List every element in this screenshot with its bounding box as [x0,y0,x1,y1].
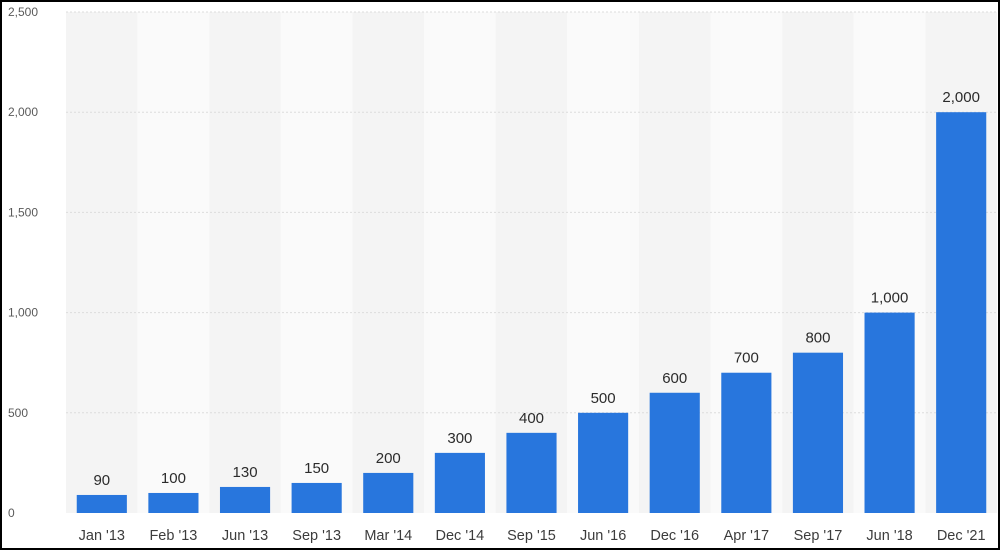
bar [721,372,772,513]
column-band [352,12,425,513]
column-band [495,12,568,513]
plot-background-bands [66,12,997,513]
data-label: 500 [591,390,616,407]
bar [291,482,342,513]
x-tick-label: Apr '17 [724,528,770,544]
bar [578,412,629,513]
data-label: 200 [376,450,401,467]
y-tick-label: 0 [8,506,15,520]
data-label: 800 [805,330,830,347]
data-label: 300 [447,430,472,447]
bar [148,492,199,513]
bar [649,392,700,513]
bar [434,452,485,513]
data-label: 130 [233,464,258,481]
x-tick-label: Sep '13 [292,528,341,544]
x-axis-tick-labels: Jan '13 Feb '13 Jun '13 Sep '13 Mar '14 Dec '… [79,528,986,544]
bar [792,352,844,513]
data-label: 600 [662,370,687,387]
bar [76,494,127,513]
x-tick-label: Sep '15 [507,528,556,544]
bar [363,472,414,513]
column-band [66,12,138,513]
data-labels: 90 100 130 150 200 300 400 500 600 700 800 1,000 2,0… [93,89,980,489]
y-tick-label: 500 [8,406,28,420]
bars [76,112,987,513]
bar [864,312,915,513]
data-label: 700 [734,350,759,367]
data-label: 150 [304,460,329,477]
y-tick-label: 2,500 [8,5,38,19]
gridlines [66,11,997,414]
data-label: 100 [161,470,186,487]
x-tick-label: Feb '13 [149,528,197,544]
data-label: 2,000 [942,89,980,106]
x-tick-label: Dec '14 [436,528,485,544]
data-label: 400 [519,410,544,427]
y-tick-label: 1,000 [8,306,38,320]
bar [936,112,987,513]
x-tick-label: Mar '14 [364,528,412,544]
column-band [280,12,353,513]
x-tick-label: Jun '13 [222,528,268,544]
y-tick-label: 1,500 [8,205,38,219]
column-band [424,12,496,513]
x-tick-label: Jun '18 [866,528,912,544]
bar [219,486,271,513]
column-band [137,12,210,513]
data-label: 90 [93,472,110,489]
data-label: 1,000 [871,290,909,307]
x-tick-label: Jan '13 [79,528,125,544]
bar [506,432,557,513]
x-tick-label: Dec '16 [650,528,699,544]
x-tick-label: Sep '17 [794,528,843,544]
y-axis-tick-labels: 0 500 1,000 1,500 2,000 2,500 [8,5,38,520]
column-band [209,12,281,513]
y-tick-label: 2,000 [8,105,38,119]
x-tick-label: Dec '21 [937,528,986,544]
x-tick-label: Jun '16 [580,528,626,544]
